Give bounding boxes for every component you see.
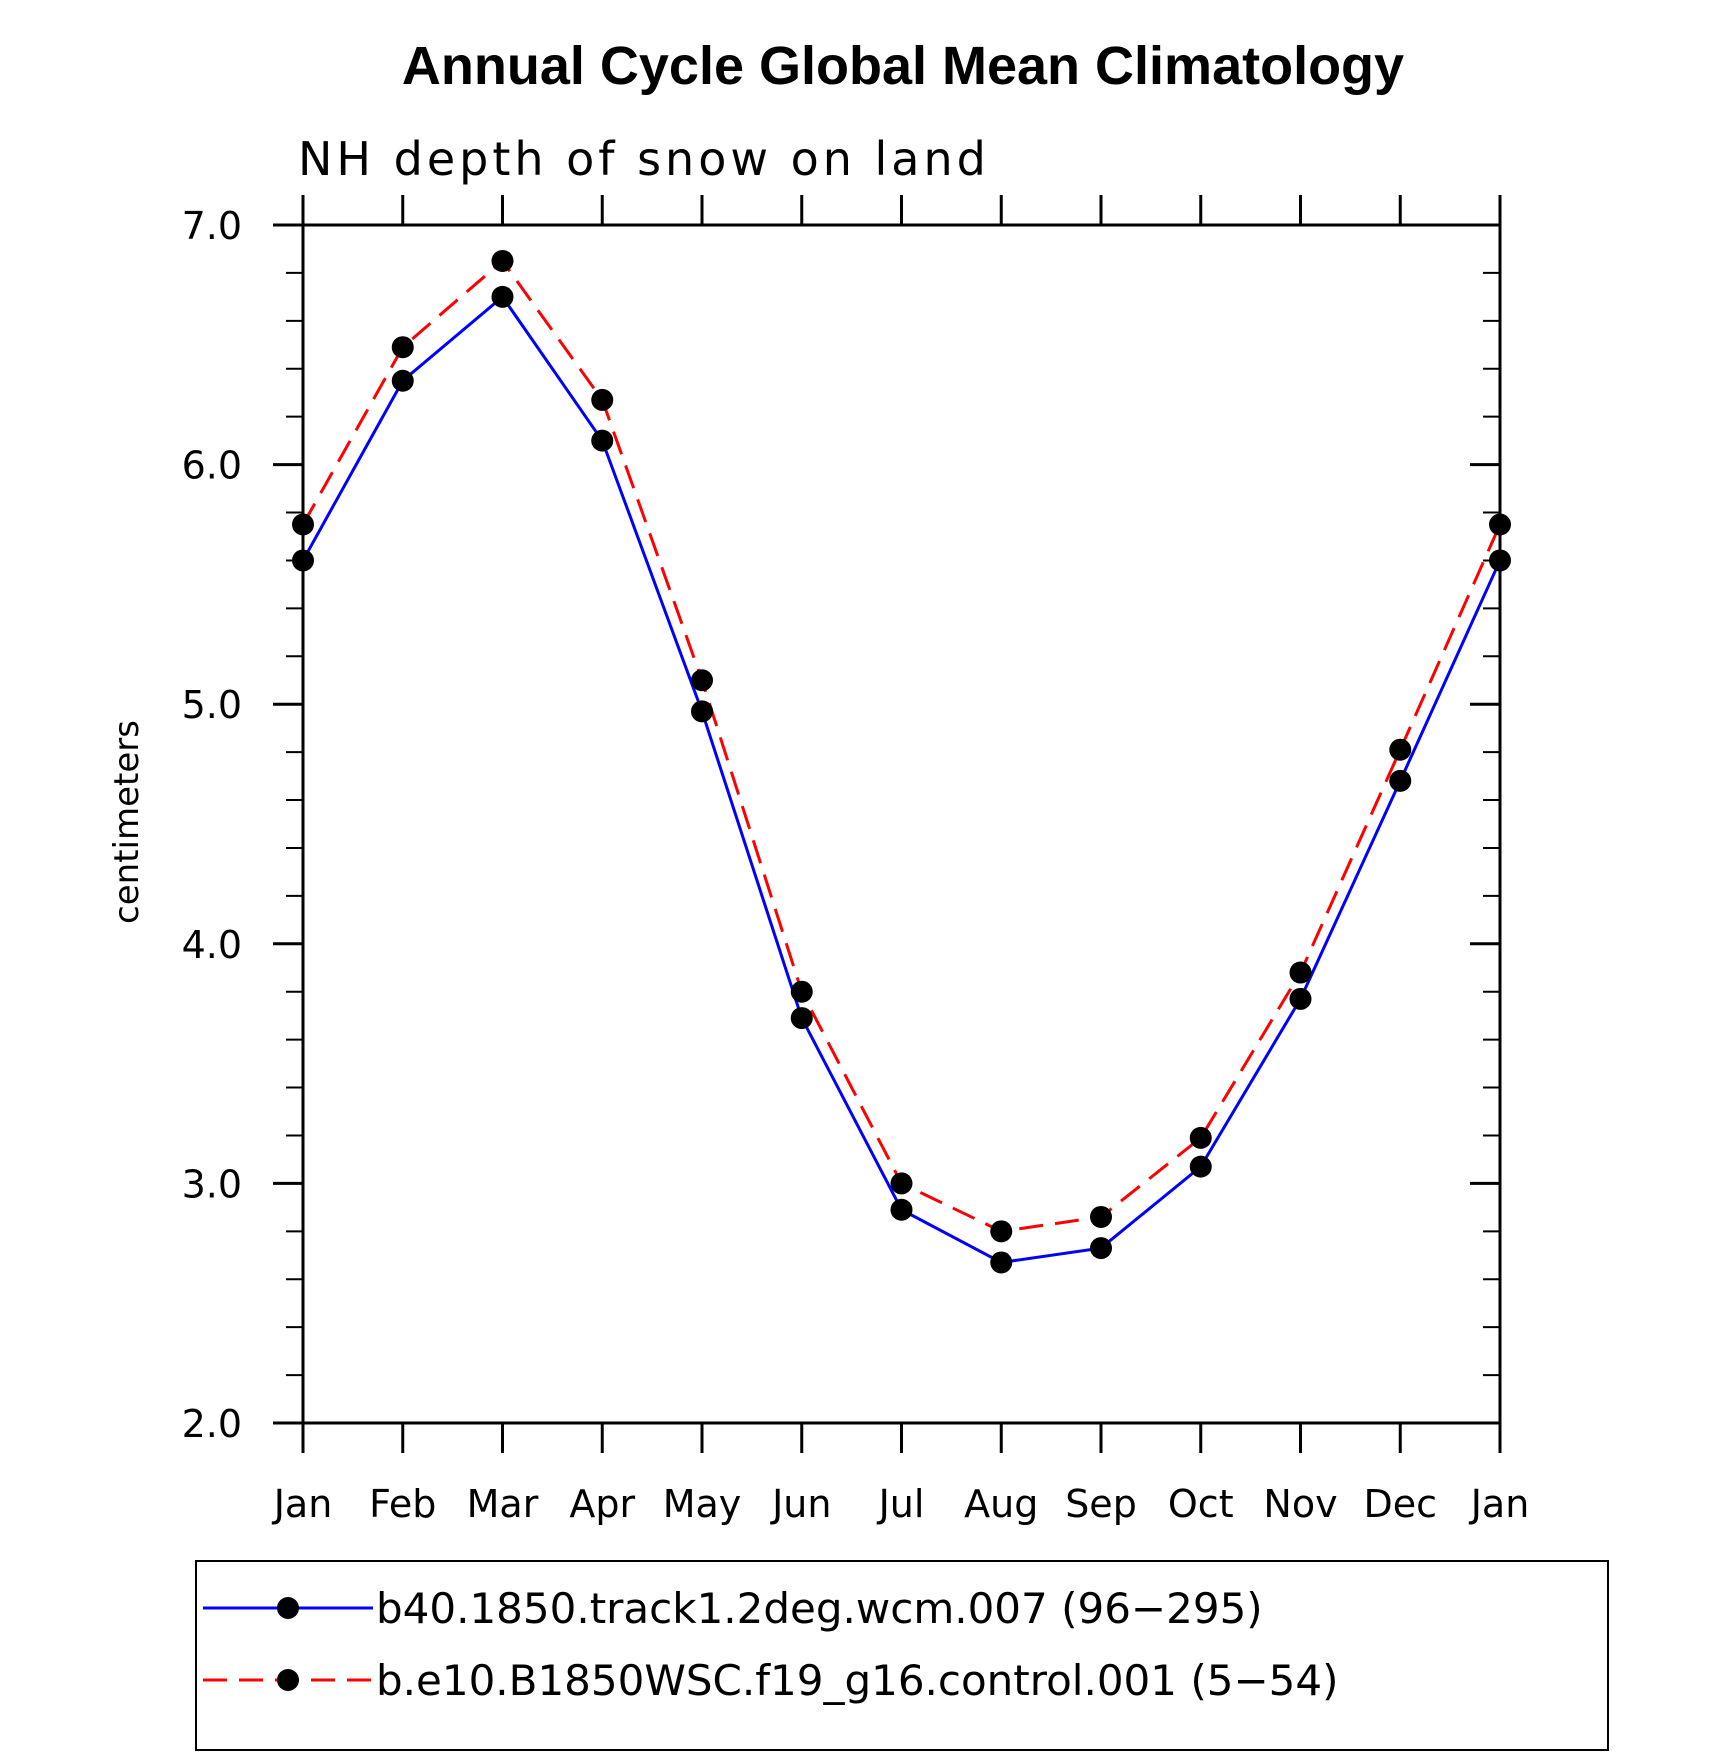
data-point-s1: [1489, 549, 1511, 572]
data-point-s1: [1389, 769, 1412, 792]
x-tick-label: Jan: [272, 1482, 333, 1526]
data-point-s2: [990, 1220, 1013, 1243]
x-tick-label: Sep: [1065, 1482, 1137, 1526]
data-point-s1: [391, 369, 414, 392]
legend: b40.1850.track1.2deg.wcm.007 (96−295) b.e…: [195, 1560, 1609, 1751]
data-point-s2: [691, 669, 713, 692]
series-lines: [301, 258, 1502, 1265]
data-point-s1: [691, 700, 713, 723]
y-tick-label: 3.0: [182, 1162, 242, 1206]
legend-marker-2: [277, 1669, 299, 1691]
axis-ticks: [273, 195, 1502, 1453]
data-point-s2: [1489, 513, 1511, 536]
y-tick-label: 7.0: [182, 204, 242, 248]
legend-label-2: b.e10.B1850WSC.f19_g16.control.001 (5−54…: [376, 1656, 1338, 1705]
y-tick-label: 4.0: [182, 923, 242, 967]
legend-box: [195, 1560, 1609, 1751]
x-tick-label: Jan: [1469, 1482, 1530, 1526]
data-point-s2: [1289, 961, 1312, 984]
data-point-s1: [1289, 987, 1312, 1010]
x-tick-label: Apr: [569, 1482, 635, 1526]
data-point-s1: [292, 549, 314, 572]
x-tick-label: Feb: [369, 1482, 436, 1526]
x-tick-label: Mar: [467, 1482, 539, 1526]
data-point-s2: [491, 249, 514, 272]
data-point-s1: [890, 1198, 913, 1221]
chart-title: Annual Cycle Global Mean Climatology: [402, 36, 1404, 96]
x-tick-label: Aug: [964, 1482, 1038, 1526]
x-tick-label: Dec: [1363, 1482, 1437, 1526]
data-point-s2: [1389, 738, 1412, 761]
y-tick-label: 6.0: [182, 444, 242, 488]
x-tick-label: Jul: [877, 1482, 925, 1526]
chart-subtitle: NH depth of snow on land: [298, 132, 990, 186]
data-point-s1: [990, 1251, 1013, 1274]
legend-label-1: b40.1850.track1.2deg.wcm.007 (96−295): [376, 1584, 1263, 1633]
data-point-s2: [591, 388, 614, 411]
data-point-s2: [391, 336, 414, 359]
x-tick-label: Oct: [1168, 1482, 1234, 1526]
plot-frame: [301, 223, 1502, 1425]
y-tick-label: 5.0: [182, 683, 242, 727]
data-point-s1: [790, 1007, 813, 1030]
data-point-s2: [890, 1172, 913, 1195]
series-line-2: [301, 258, 1502, 1233]
x-tick-label: Jun: [770, 1482, 831, 1526]
data-point-s1: [591, 429, 614, 452]
y-tick-label: 2.0: [182, 1402, 242, 1446]
data-point-s2: [292, 513, 314, 536]
x-tick-labels: Jan Feb Mar Apr May Jun Jul Aug Sep Oct Nov Dec Jan: [272, 1482, 1530, 1526]
data-point-s1: [491, 285, 514, 308]
y-axis-label: centimeters: [107, 720, 147, 924]
x-tick-label: Nov: [1263, 1482, 1337, 1526]
data-point-s1: [1090, 1237, 1112, 1260]
x-tick-label: May: [663, 1482, 742, 1526]
series-markers: [292, 249, 1511, 1274]
data-point-s2: [790, 980, 813, 1003]
legend-marker-1: [277, 1597, 299, 1619]
y-tick-labels: 2.0 3.0 4.0 5.0 6.0 7.0: [182, 204, 242, 1446]
series-line-1: [301, 294, 1502, 1265]
data-point-s2: [1090, 1205, 1112, 1228]
data-point-s1: [1189, 1155, 1212, 1178]
data-point-s2: [1189, 1126, 1212, 1149]
